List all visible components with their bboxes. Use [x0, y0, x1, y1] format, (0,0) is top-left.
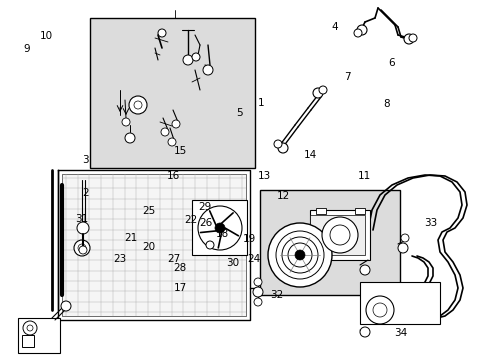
Circle shape	[215, 223, 224, 233]
Text: 16: 16	[166, 171, 180, 181]
Text: 10: 10	[40, 31, 53, 41]
Bar	[315, 208, 325, 214]
Circle shape	[359, 265, 369, 275]
Text: 9: 9	[23, 44, 30, 54]
Circle shape	[79, 246, 87, 254]
Circle shape	[172, 120, 180, 128]
Bar	[22, 335, 34, 347]
Text: 24: 24	[247, 254, 261, 264]
Circle shape	[318, 86, 326, 94]
Text: 34: 34	[393, 328, 407, 338]
Circle shape	[312, 88, 323, 98]
Circle shape	[356, 25, 366, 35]
Circle shape	[282, 237, 317, 273]
Circle shape	[198, 206, 242, 250]
Text: 4: 4	[331, 22, 338, 32]
Circle shape	[27, 325, 33, 331]
Text: 20: 20	[142, 242, 155, 252]
Text: 2: 2	[82, 188, 89, 198]
Circle shape	[365, 296, 393, 324]
Text: 32: 32	[269, 290, 283, 300]
Bar	[354, 208, 364, 214]
Circle shape	[23, 321, 37, 335]
Circle shape	[287, 243, 311, 267]
Text: 12: 12	[276, 191, 290, 201]
Circle shape	[77, 222, 89, 234]
Circle shape	[372, 303, 386, 317]
Circle shape	[125, 133, 135, 143]
Bar	[309, 210, 369, 260]
Circle shape	[400, 234, 408, 242]
Text: 17: 17	[174, 283, 187, 293]
Circle shape	[203, 65, 213, 75]
Circle shape	[158, 29, 165, 37]
Circle shape	[252, 287, 263, 297]
Text: 11: 11	[357, 171, 370, 181]
Circle shape	[397, 243, 407, 253]
Circle shape	[205, 241, 214, 249]
Circle shape	[321, 217, 357, 253]
Bar	[18, 318, 60, 353]
Text: 3: 3	[82, 155, 89, 165]
Text: 15: 15	[174, 146, 187, 156]
Circle shape	[278, 143, 287, 153]
Circle shape	[78, 244, 86, 252]
Text: 29: 29	[197, 202, 211, 212]
Bar	[192, 200, 246, 255]
Circle shape	[253, 278, 262, 286]
Text: 21: 21	[124, 233, 138, 243]
Circle shape	[253, 298, 262, 306]
Circle shape	[74, 240, 90, 256]
Text: 22: 22	[183, 215, 197, 225]
Text: 13: 13	[257, 171, 270, 181]
Bar	[309, 215, 364, 255]
Text: 30: 30	[225, 258, 238, 268]
Circle shape	[129, 96, 147, 114]
Circle shape	[408, 34, 416, 42]
Text: 28: 28	[173, 263, 186, 273]
Text: 6: 6	[387, 58, 394, 68]
Text: 7: 7	[343, 72, 350, 82]
Bar	[90, 18, 254, 168]
Circle shape	[122, 118, 130, 126]
Bar	[359, 282, 439, 324]
Text: 14: 14	[303, 150, 317, 160]
Text: 33: 33	[423, 218, 436, 228]
Text: 18: 18	[215, 229, 229, 239]
Circle shape	[183, 55, 193, 65]
Text: 1: 1	[258, 98, 264, 108]
Circle shape	[273, 140, 282, 148]
Circle shape	[61, 301, 71, 311]
Circle shape	[168, 138, 176, 146]
Text: 19: 19	[242, 234, 256, 244]
Text: 8: 8	[382, 99, 389, 109]
Circle shape	[359, 327, 369, 337]
Bar	[62, 174, 245, 316]
Circle shape	[161, 128, 169, 136]
Text: 31: 31	[75, 213, 89, 224]
Circle shape	[134, 101, 142, 109]
Text: 27: 27	[166, 254, 180, 264]
Text: 5: 5	[236, 108, 243, 118]
Circle shape	[403, 34, 413, 44]
Circle shape	[329, 225, 349, 245]
Circle shape	[192, 53, 200, 61]
Bar	[260, 190, 399, 295]
Circle shape	[294, 250, 305, 260]
Circle shape	[267, 223, 331, 287]
Text: 25: 25	[142, 206, 156, 216]
Text: 23: 23	[113, 254, 126, 264]
Circle shape	[353, 29, 361, 37]
Circle shape	[275, 231, 324, 279]
Text: 26: 26	[198, 218, 212, 228]
